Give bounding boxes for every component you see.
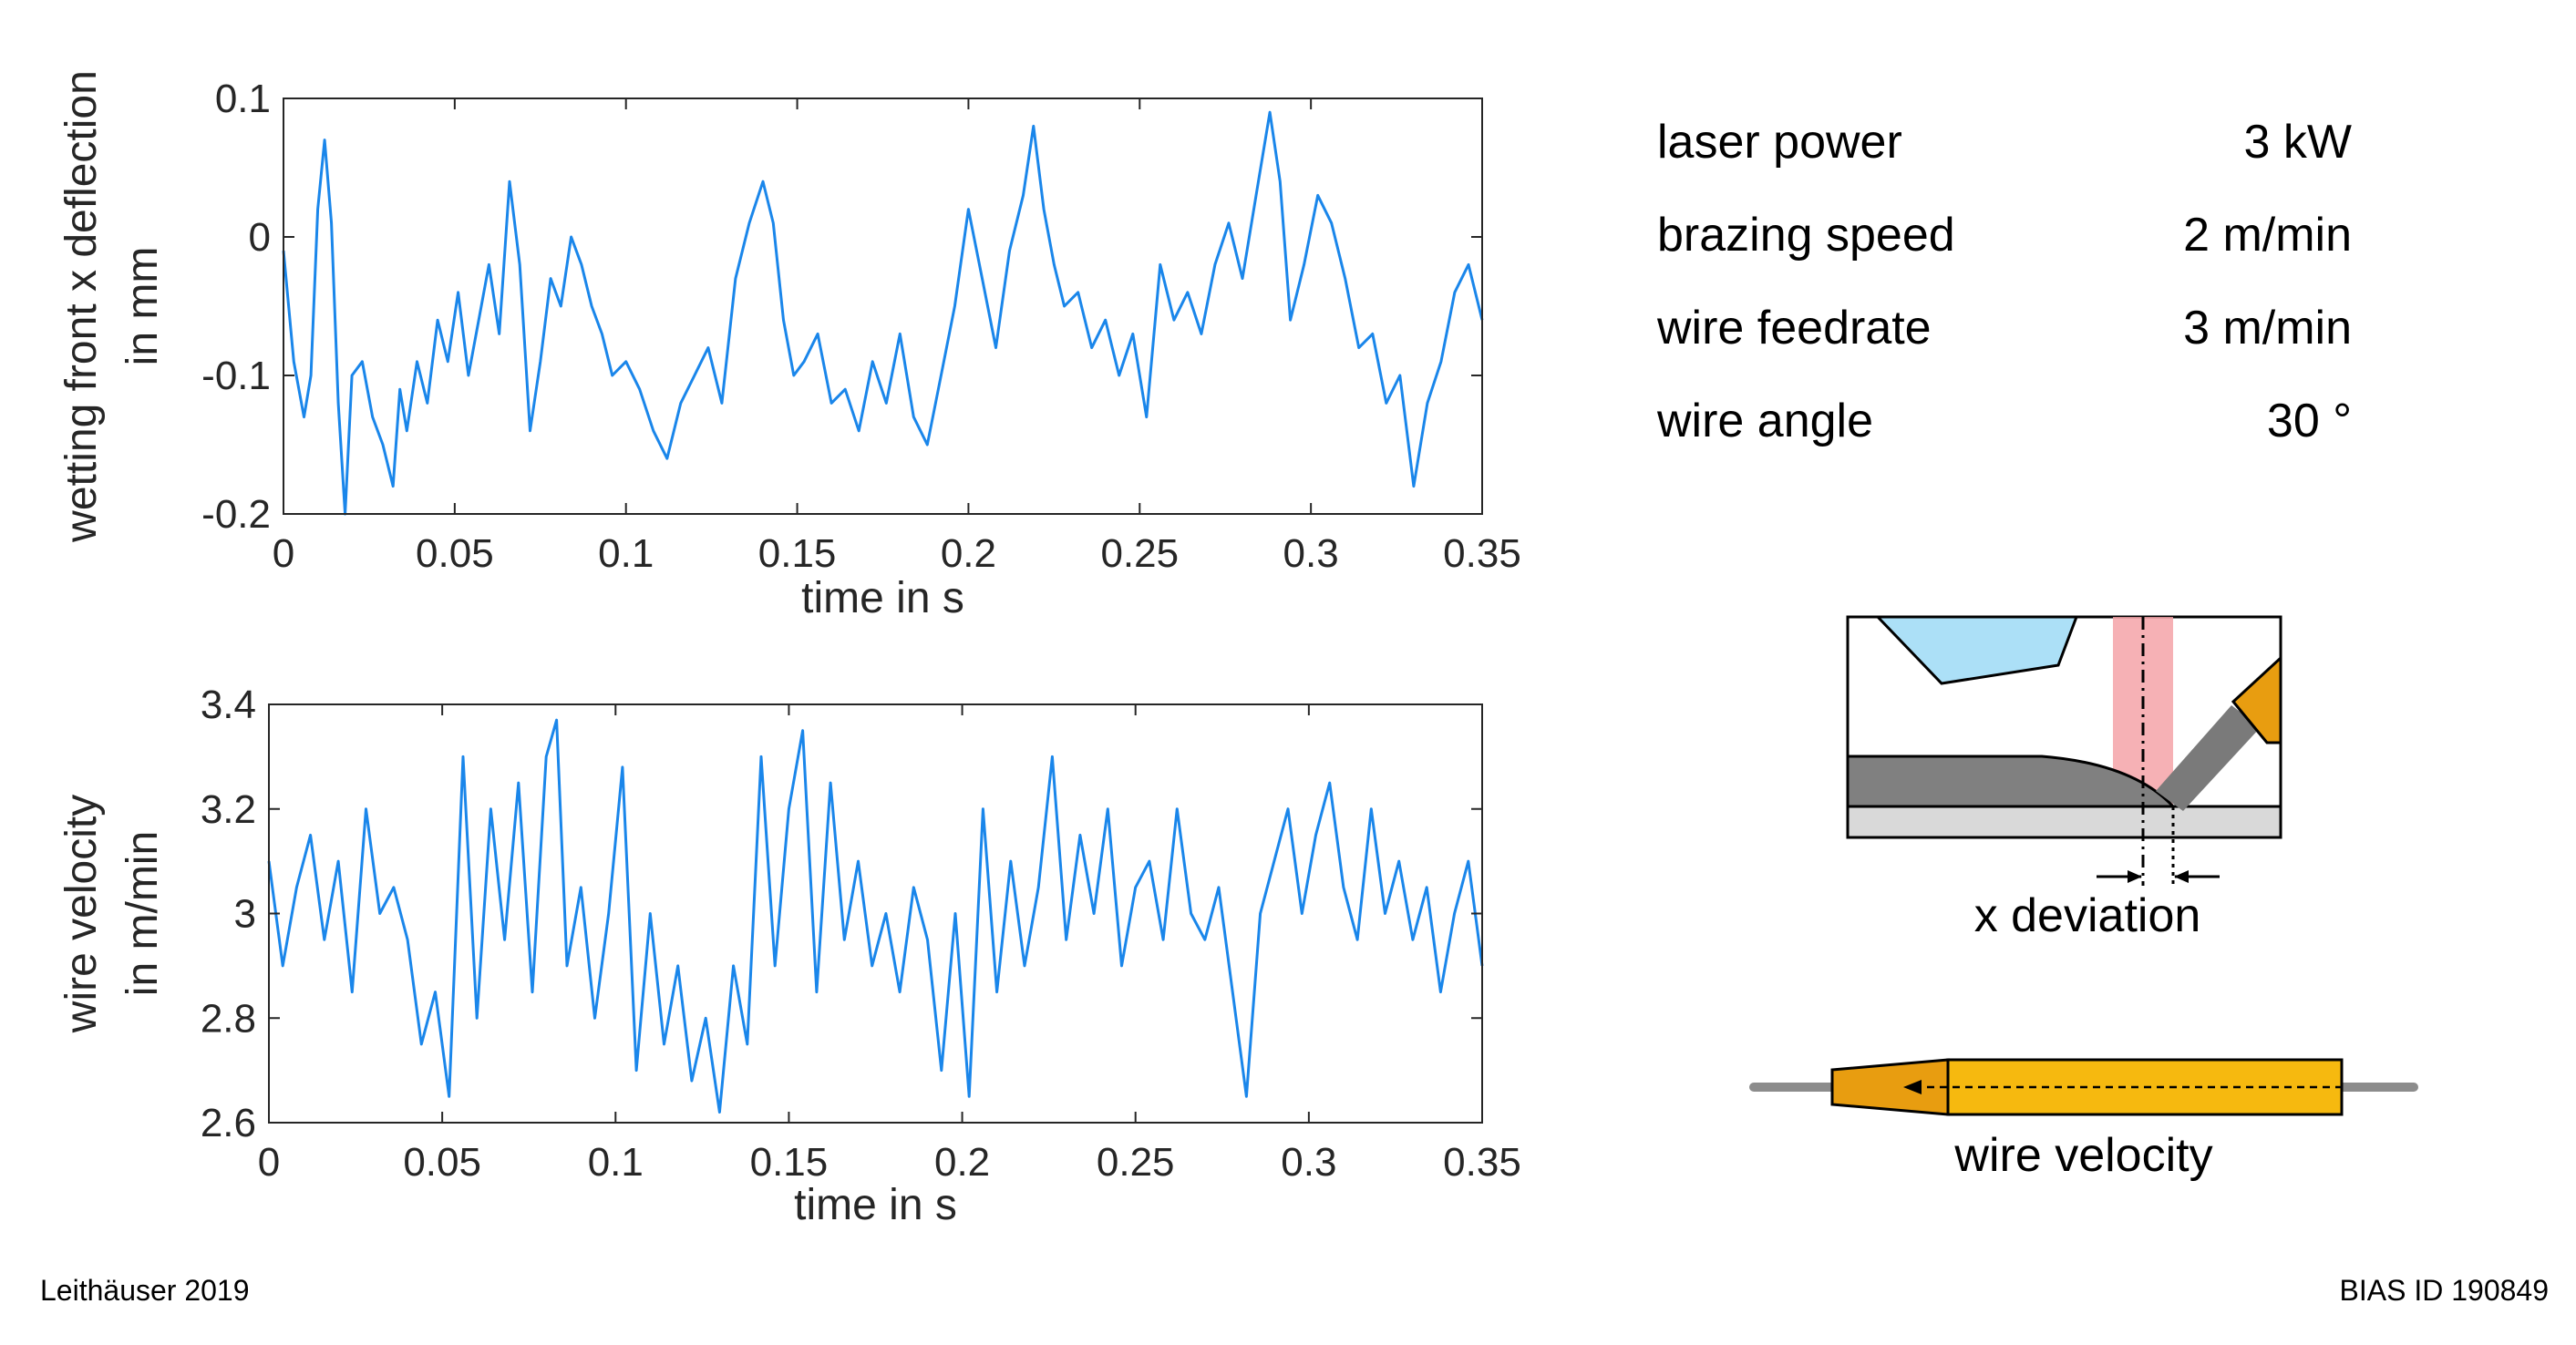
x-tick-label: 0 [273,531,294,576]
y-axis-label-line: wire velocity [57,795,106,1033]
x-tick-label: 0 [258,1140,280,1185]
left-arrowhead [2128,870,2142,883]
y-tick-label: 0 [249,215,271,260]
x-tick-label: 0.35 [1443,531,1521,576]
x-tick-label: 0.25 [1100,531,1179,576]
deviation-label: x deviation [1974,889,2201,942]
param-label-brazing-speed: brazing speed [1657,209,1955,262]
x-tick-label: 0.2 [934,1140,990,1185]
y-axis-label-line: wetting front x deflection [57,70,106,543]
param-label-wire-angle: wire angle [1657,395,1874,447]
x-axis-label: time in s [794,1181,957,1229]
y-tick-label: 3.2 [201,787,256,832]
workpiece-fillet [1846,755,2177,808]
x-tick-label: 0.3 [1281,1140,1336,1185]
param-value-wire-feedrate: 3 m/min [2183,302,2352,354]
series-line-0 [267,718,1484,1114]
series-line-0 [282,110,1484,516]
y-tick-label: 0.1 [215,77,271,121]
base-plate [1846,805,2282,839]
param-value-wire-angle: 30 ° [2266,395,2352,447]
y-tick-label: -0.2 [201,492,271,537]
y-axis-label-line: in mm [118,247,167,366]
brazing-schematic: x deviation wire velocity [1749,615,2418,1182]
x-axis-label: time in s [801,574,964,622]
feed-direction-arrowhead [1903,1080,1922,1094]
footer-id: BIAS ID 190849 [2339,1274,2549,1307]
y-tick-label: 2.6 [201,1101,256,1145]
param-value-laser-power: 3 kW [2243,116,2352,169]
x-tick-label: 0.1 [598,531,654,576]
x-tick-label: 0.3 [1283,531,1339,576]
y-tick-label: 2.8 [201,996,256,1041]
wire-holder [2231,654,2282,744]
nozzle-shape [1874,615,2079,685]
x-tick-label: 0.05 [403,1140,481,1185]
x-tick-label: 0.35 [1443,1140,1521,1185]
velocity-chart: 0 0.05 0.1 0.15 0.2 0.25 0.3 0.35 2.6 2.8 3 3.2 3.4 t… [57,683,1521,1229]
deflection-chart: 0 0.05 0.1 0.15 0.2 0.25 0.3 0.35 -0.2 -0.1 0 0.1 ti… [57,70,1521,622]
right-arrowhead [2174,870,2189,883]
x-tick-label: 0.2 [941,531,996,576]
x-tick-label: 0.15 [750,1140,829,1185]
param-value-brazing-speed: 2 m/min [2183,209,2352,262]
axes-box [283,98,1483,515]
y-tick-label: 3.4 [201,683,256,727]
wire-rod [2156,705,2261,811]
x-tick-label: 0.05 [416,531,494,576]
wire-velocity-label: wire velocity [1953,1129,2212,1182]
x-tick-label: 0.25 [1097,1140,1175,1185]
y-axis-label-line: in m/min [118,831,167,996]
y-tick-label: 3 [234,892,256,937]
x-tick-label: 0.1 [588,1140,644,1185]
param-label-wire-feedrate: wire feedrate [1657,302,1932,354]
x-tick-label: 0.15 [758,531,837,576]
footer-author: Leithäuser 2019 [40,1274,250,1307]
y-tick-label: -0.1 [201,354,271,398]
param-label-laser-power: laser power [1657,116,1902,169]
